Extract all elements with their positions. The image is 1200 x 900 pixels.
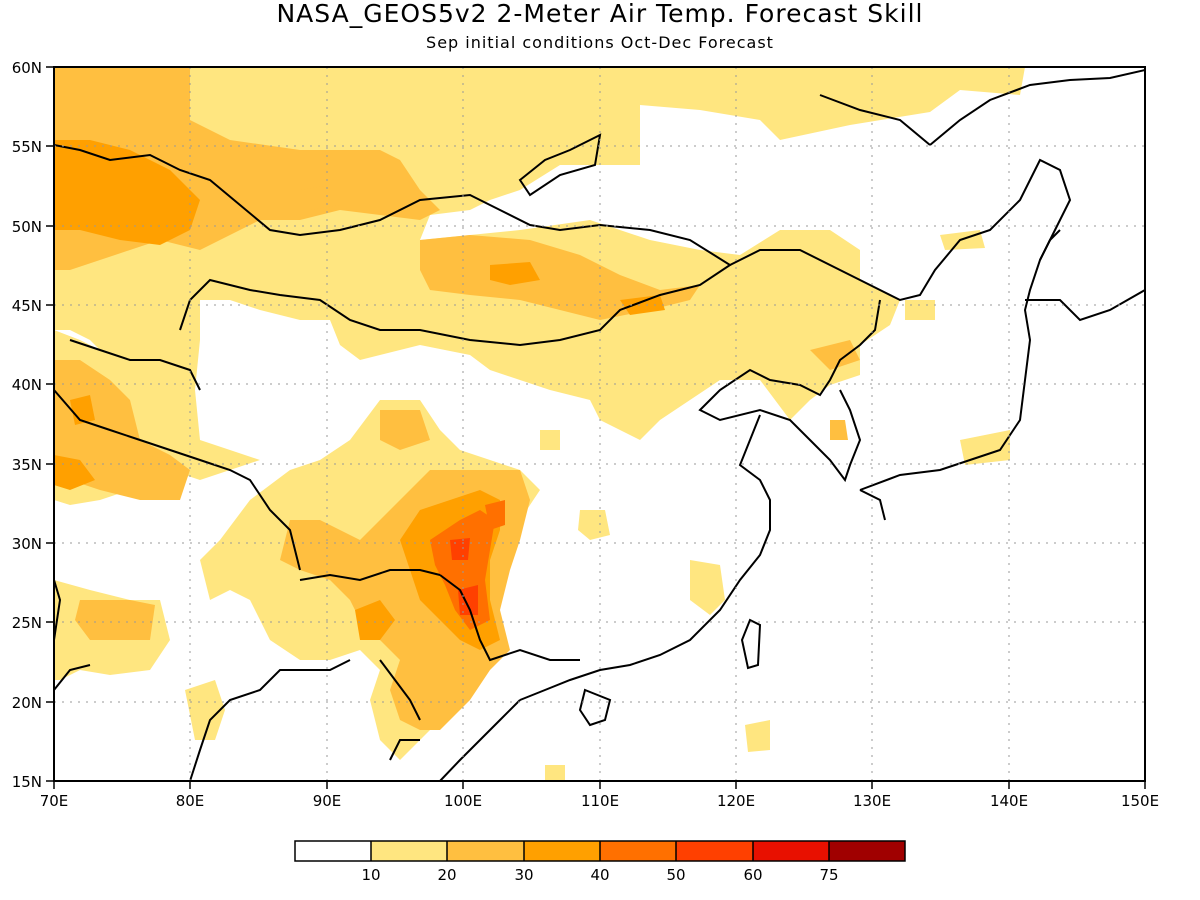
lon-tick-label: 150E <box>1121 792 1159 810</box>
colorbar-label: 40 <box>590 866 609 884</box>
lat-tick-label: 40N <box>12 376 42 394</box>
lat-tick-label: 30N <box>12 535 42 553</box>
lat-tick-label: 25N <box>12 614 42 632</box>
skill-50-60-areas <box>450 538 478 615</box>
colorbar-swatch <box>676 841 753 861</box>
lat-tick-label: 45N <box>12 297 42 315</box>
colorbar-label: 50 <box>666 866 685 884</box>
colorbar-swatch <box>447 841 524 861</box>
colorbar-label: 75 <box>819 866 838 884</box>
lat-tick-label: 55N <box>12 138 42 156</box>
lon-tick-label: 110E <box>581 792 619 810</box>
skill-40-50-areas <box>430 500 505 630</box>
map-subtitle: Sep initial conditions Oct-Dec Forecast <box>426 33 774 52</box>
colorbar-swatch <box>600 841 676 861</box>
colorbar: 10 20 30 40 50 60 75 <box>294 840 906 884</box>
lat-tick-label: 35N <box>12 456 42 474</box>
lon-tick-label: 80E <box>176 792 205 810</box>
lon-tick-label: 140E <box>990 792 1028 810</box>
skill-shading <box>54 67 1145 781</box>
lat-tick-label: 60N <box>12 59 42 77</box>
axis-ticks <box>46 66 1146 789</box>
colorbar-swatch <box>829 841 905 861</box>
lat-tick-label: 20N <box>12 694 42 712</box>
colorbar-swatch <box>753 841 829 861</box>
colorbar-label: 20 <box>437 866 456 884</box>
map-title: NASA_GEOS5v2 2-Meter Air Temp. Forecast … <box>276 0 924 28</box>
colorbar-swatch <box>295 841 371 861</box>
lat-tick-label: 15N <box>12 773 42 791</box>
colorbar-label: 60 <box>743 866 762 884</box>
grid-lines <box>54 67 1145 781</box>
colorbar-label: 10 <box>361 866 380 884</box>
lon-tick-labels: 70E 80E 90E 100E 110E 120E 130E 140E 150… <box>40 792 1159 810</box>
lon-tick-label: 90E <box>313 792 342 810</box>
lon-tick-label: 70E <box>40 792 69 810</box>
lon-tick-label: 130E <box>853 792 891 810</box>
lon-tick-label: 120E <box>717 792 755 810</box>
colorbar-swatch <box>524 841 600 861</box>
coastlines <box>54 69 1145 781</box>
lon-tick-label: 100E <box>444 792 482 810</box>
colorbar-swatch <box>371 841 447 861</box>
lat-tick-label: 50N <box>12 218 42 236</box>
colorbar-label: 30 <box>514 866 533 884</box>
lat-tick-labels: 15N 20N 25N 30N 35N 40N 45N 50N 55N 60N <box>12 59 42 791</box>
